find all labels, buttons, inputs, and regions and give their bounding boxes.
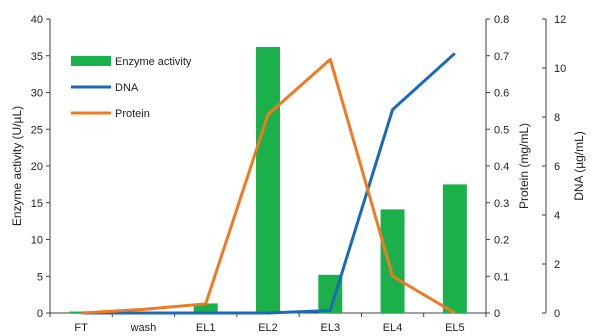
x-tick-label: EL2 bbox=[258, 322, 278, 334]
y-tick-label-far-right: 4 bbox=[554, 210, 560, 222]
y-tick-label-far-right: 0 bbox=[554, 308, 560, 320]
legend-label-dna: DNA bbox=[115, 82, 139, 94]
legend-label-enzyme-activity: Enzyme activity bbox=[115, 56, 192, 68]
x-tick-label: EL3 bbox=[320, 322, 340, 334]
y-tick-label-right: 0.2 bbox=[494, 235, 509, 247]
y-tick-label-far-right: 10 bbox=[554, 63, 566, 75]
y-tick-label-right: 0.6 bbox=[494, 88, 509, 100]
y-axis-label-left: Enzyme activity (U/µL) bbox=[10, 106, 24, 226]
y-tick-label-right: 0.1 bbox=[494, 271, 509, 283]
y-tick-label-far-right: 8 bbox=[554, 112, 560, 124]
y-tick-label-left: 0 bbox=[37, 308, 43, 320]
bar-enzyme-activity bbox=[380, 209, 405, 313]
y-tick-label-left: 20 bbox=[31, 161, 43, 173]
x-tick-label: EL1 bbox=[196, 322, 216, 334]
y-tick-label-left: 40 bbox=[31, 14, 43, 26]
tick-labels: 051015202530354000.10.20.30.40.50.60.70.… bbox=[31, 14, 567, 334]
y-tick-label-left: 30 bbox=[31, 88, 43, 100]
y-tick-label-left: 25 bbox=[31, 124, 43, 136]
legend-label-protein: Protein bbox=[115, 108, 150, 120]
x-tick-label: EL5 bbox=[445, 322, 465, 334]
legend: Enzyme activity DNA Protein bbox=[71, 56, 192, 120]
bar-series bbox=[69, 46, 467, 314]
y-tick-label-right: 0.7 bbox=[494, 51, 509, 63]
bar-enzyme-activity bbox=[193, 303, 218, 313]
line-series bbox=[81, 52, 456, 315]
y-tick-label-left: 5 bbox=[37, 271, 43, 283]
y-axis-label-right: Protein (mg/mL) bbox=[517, 123, 531, 209]
y-tick-label-far-right: 6 bbox=[554, 161, 560, 173]
y-tick-label-right: 0.3 bbox=[494, 198, 509, 210]
y-tick-label-far-right: 12 bbox=[554, 14, 566, 26]
x-tick-label: EL4 bbox=[383, 322, 403, 334]
x-tick-label: wash bbox=[130, 322, 157, 334]
y-tick-label-left: 15 bbox=[31, 198, 43, 210]
y-tick-label-left: 10 bbox=[31, 235, 43, 247]
x-tick-label: FT bbox=[74, 322, 88, 334]
y-tick-label-right: 0.5 bbox=[494, 124, 509, 136]
y-tick-label-right: 0 bbox=[494, 308, 500, 320]
bar-enzyme-activity bbox=[442, 184, 467, 313]
bar-enzyme-activity bbox=[256, 46, 280, 314]
legend-swatch-enzyme-activity bbox=[71, 56, 111, 66]
y-tick-label-right: 0.4 bbox=[494, 161, 509, 173]
y-tick-label-far-right: 2 bbox=[554, 259, 560, 271]
y-axis-label-far-right: DNA (µg/mL) bbox=[572, 131, 586, 201]
y-tick-label-right: 0.8 bbox=[494, 14, 509, 26]
y-tick-label-left: 35 bbox=[31, 51, 43, 63]
